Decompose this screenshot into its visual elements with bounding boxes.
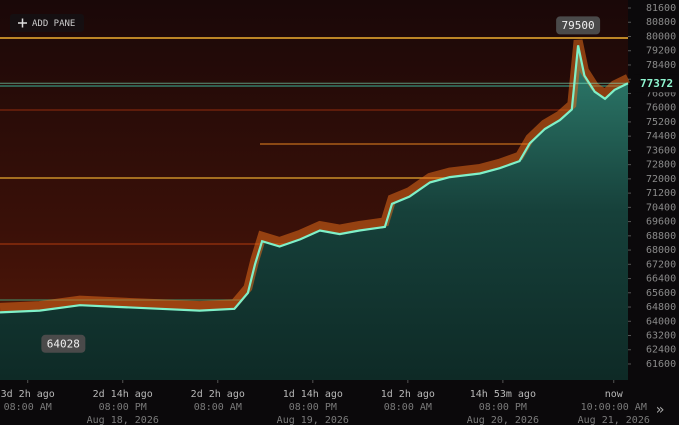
low-label: 64028 (41, 334, 86, 353)
last-price-label: 77372 (640, 77, 673, 90)
y-tick-label: 64000 (646, 316, 676, 327)
y-tick-label: 64800 (646, 302, 676, 313)
y-tick-label: 72800 (646, 160, 676, 171)
y-tick-label: 72000 (646, 174, 676, 185)
y-tick-label: 65600 (646, 288, 676, 299)
high-label-bg (556, 16, 601, 35)
y-tick-label: 66400 (646, 274, 676, 285)
price-line (0, 45, 629, 314)
button-label[interactable]: ADD PANE (32, 19, 75, 29)
button-bg[interactable] (10, 14, 84, 32)
x-tick-time: 08:00 PM (479, 402, 527, 413)
x-tick-label: 1d 14h ago (283, 389, 343, 400)
high-label: 79500 (556, 16, 601, 35)
y-tick-label: 74400 (646, 131, 676, 142)
x-tick-label: 2d 2h ago (191, 389, 245, 400)
x-tick-label: 14h 53m ago (470, 389, 536, 400)
x-tick-label: 3d 2h ago (1, 389, 55, 400)
x-tick-time: 08:00 AM (384, 402, 432, 413)
low-label-bg (41, 334, 86, 353)
y-tick-label: 76000 (646, 103, 676, 114)
y-tick-label: 71200 (646, 188, 676, 199)
high-label-text: 79500 (562, 19, 595, 32)
x-tick-time: 10:00:00 AM (581, 402, 647, 413)
y-tick-label: 81600 (646, 3, 676, 14)
y-tick-label: 62400 (646, 345, 676, 356)
y-tick-label: 76800 (646, 88, 676, 99)
x-tick-date: Aug 20, 2026 (467, 415, 539, 425)
plus-icon (18, 18, 27, 28)
y-tick-label: 73600 (646, 145, 676, 156)
x-tick-time: 08:00 AM (194, 402, 242, 413)
y-tick-label: 78400 (646, 60, 676, 71)
y-tick-label: 69600 (646, 217, 676, 228)
y-tick-label: 68800 (646, 231, 676, 242)
y-tick-label: 80800 (646, 17, 676, 28)
expand-button[interactable]: » (656, 402, 664, 418)
x-tick-label: 1d 2h ago (381, 389, 435, 400)
y-tick-label: 70400 (646, 202, 676, 213)
y-tick-label: 80000 (646, 31, 676, 42)
x-tick-label: 2d 14h ago (93, 389, 153, 400)
x-tick-time: 08:00 PM (289, 402, 337, 413)
y-tick-label: 68000 (646, 245, 676, 256)
x-tick-time: 08:00 PM (99, 402, 147, 413)
x-tick-date: Aug 21, 2026 (578, 415, 650, 425)
x-tick-date: Aug 18, 2026 (87, 415, 159, 425)
y-tick-label: 61600 (646, 359, 676, 370)
low-label-text: 64028 (47, 337, 80, 350)
add-pane-button[interactable]: ADD PANE (10, 14, 84, 32)
last-price-bg (634, 74, 679, 93)
x-tick-time: 08:00 AM (4, 402, 52, 413)
y-tick-label: 79200 (646, 46, 676, 57)
y-tick-label: 75200 (646, 117, 676, 128)
y-tick-label: 63200 (646, 331, 676, 342)
price-area (0, 45, 628, 381)
x-tick-label: now (605, 389, 624, 400)
y-tick-label: 67200 (646, 259, 676, 270)
x-tick-date: Aug 19, 2026 (277, 415, 349, 425)
